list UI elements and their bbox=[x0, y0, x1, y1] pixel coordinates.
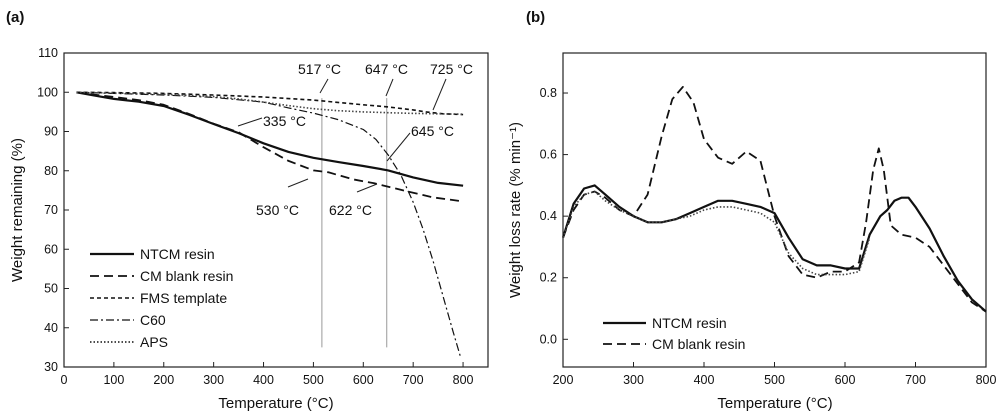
legend-a-label-cm-blank-resin: CM blank resin bbox=[140, 268, 233, 284]
a-x-tick-label: 600 bbox=[353, 373, 374, 387]
a-y-tick-label: 60 bbox=[44, 242, 58, 256]
b-x-tick-label: 300 bbox=[623, 373, 644, 387]
b-series-ntcm-resin bbox=[561, 184, 987, 313]
a-y-tick-label: 30 bbox=[44, 360, 58, 374]
panel-b-label: (b) bbox=[526, 9, 545, 26]
arrow-725 bbox=[432, 78, 447, 111]
panel-a: (a) 0 100 200 300 400 500 600 700 800 30 40 50 60 70 8… bbox=[6, 9, 489, 412]
x-axis-label-a: Temperature (°C) bbox=[218, 395, 333, 412]
legend-a-label-aps: APS bbox=[140, 334, 168, 350]
x-axis-label-b: Temperature (°C) bbox=[717, 395, 832, 412]
annotation-335: 335 °C bbox=[263, 113, 306, 129]
arrow-517 bbox=[319, 78, 329, 94]
b-x-tick-label: 800 bbox=[976, 373, 997, 387]
a-x-tick-label: 0 bbox=[61, 373, 68, 387]
a-x-tick-label: 500 bbox=[303, 373, 324, 387]
a-x-tick-label: 700 bbox=[403, 373, 424, 387]
b-x-tick-label: 200 bbox=[553, 373, 574, 387]
legend-b-label-cm-blank-resin: CM blank resin bbox=[652, 336, 745, 352]
legend-b: NTCM resin CM blank resin bbox=[603, 315, 745, 352]
annotation-647: 647 °C bbox=[365, 61, 408, 77]
arrow-645 bbox=[386, 132, 411, 162]
a-y-tick-label: 80 bbox=[44, 164, 58, 178]
annotation-725: 725 °C bbox=[430, 61, 473, 77]
a-y-tick-label: 70 bbox=[44, 203, 58, 217]
arrow-622 bbox=[356, 183, 378, 193]
a-series-c60 bbox=[76, 91, 462, 358]
series-group-b bbox=[561, 86, 987, 313]
b-x-tick-label: 400 bbox=[694, 373, 715, 387]
vertical-markers-a bbox=[321, 98, 388, 348]
a-x-tick-label: 100 bbox=[103, 373, 124, 387]
b-series-cm-blank-resin bbox=[562, 86, 987, 313]
b-y-tick-label: 0.2 bbox=[540, 271, 557, 285]
annotation-517: 517 °C bbox=[298, 61, 341, 77]
b-x-tick-label: 500 bbox=[764, 373, 785, 387]
a-y-tick-label: 90 bbox=[44, 125, 58, 139]
legend-b-label-ntcm-resin: NTCM resin bbox=[652, 315, 727, 331]
b-x-tick-label: 700 bbox=[905, 373, 926, 387]
b-x-tick-label: 600 bbox=[835, 373, 856, 387]
b-y-tick-label: 0.4 bbox=[540, 209, 557, 223]
annotation-645: 645 °C bbox=[411, 123, 454, 139]
arrow-335 bbox=[237, 117, 263, 127]
b-y-tick-label: 0.0 bbox=[540, 332, 557, 346]
arrow-530 bbox=[287, 178, 309, 188]
axis-ticks-b: 200 300 400 500 600 700 800 0.0 0.2 0.4 0.6 0.8 bbox=[540, 86, 997, 387]
a-y-tick-label: 50 bbox=[44, 282, 58, 296]
panel-a-label: (a) bbox=[6, 9, 24, 26]
legend-a-label-c60: C60 bbox=[140, 312, 166, 328]
b-y-tick-label: 0.6 bbox=[540, 148, 557, 162]
arrow-647 bbox=[385, 78, 394, 97]
legend-a-label-ntcm-resin: NTCM resin bbox=[140, 246, 215, 262]
axis-ticks-a: 0 100 200 300 400 500 600 700 800 30 40 50 60 70 80 90 1… bbox=[37, 46, 473, 387]
legend-a: NTCM resin CM blank resin FMS template C60 A… bbox=[90, 246, 233, 350]
a-x-tick-label: 400 bbox=[253, 373, 274, 387]
annotation-530: 530 °C bbox=[256, 202, 299, 218]
a-y-tick-label: 100 bbox=[37, 85, 58, 99]
a-x-tick-label: 300 bbox=[203, 373, 224, 387]
a-series-aps bbox=[76, 91, 464, 115]
a-y-tick-label: 40 bbox=[44, 321, 58, 335]
y-axis-label-a: Weight remaining (%) bbox=[9, 138, 26, 282]
series-group-a bbox=[76, 91, 464, 358]
b-series-line-2 bbox=[562, 190, 871, 276]
a-x-tick-label: 200 bbox=[153, 373, 174, 387]
plot-frame-b bbox=[562, 52, 987, 368]
a-series-fms-template bbox=[76, 91, 464, 116]
legend-a-label-fms-template: FMS template bbox=[140, 290, 227, 306]
annotation-622: 622 °C bbox=[329, 202, 372, 218]
a-series-cm-blank-resin bbox=[76, 91, 464, 203]
y-axis-label-b: Weight loss rate (% min⁻¹) bbox=[507, 122, 524, 298]
a-y-tick-label: 110 bbox=[38, 46, 58, 60]
panel-b: (b) 200 300 400 500 600 700 800 0.0 0.2 0.4 0.6 0.8… bbox=[507, 9, 996, 412]
a-x-tick-label: 800 bbox=[453, 373, 474, 387]
a-series-ntcm-resin bbox=[76, 91, 464, 187]
b-y-tick-label: 0.8 bbox=[540, 86, 557, 100]
annotations-a: 517 °C 647 °C 725 °C 335 °C 645 °C 530 °… bbox=[237, 61, 473, 218]
